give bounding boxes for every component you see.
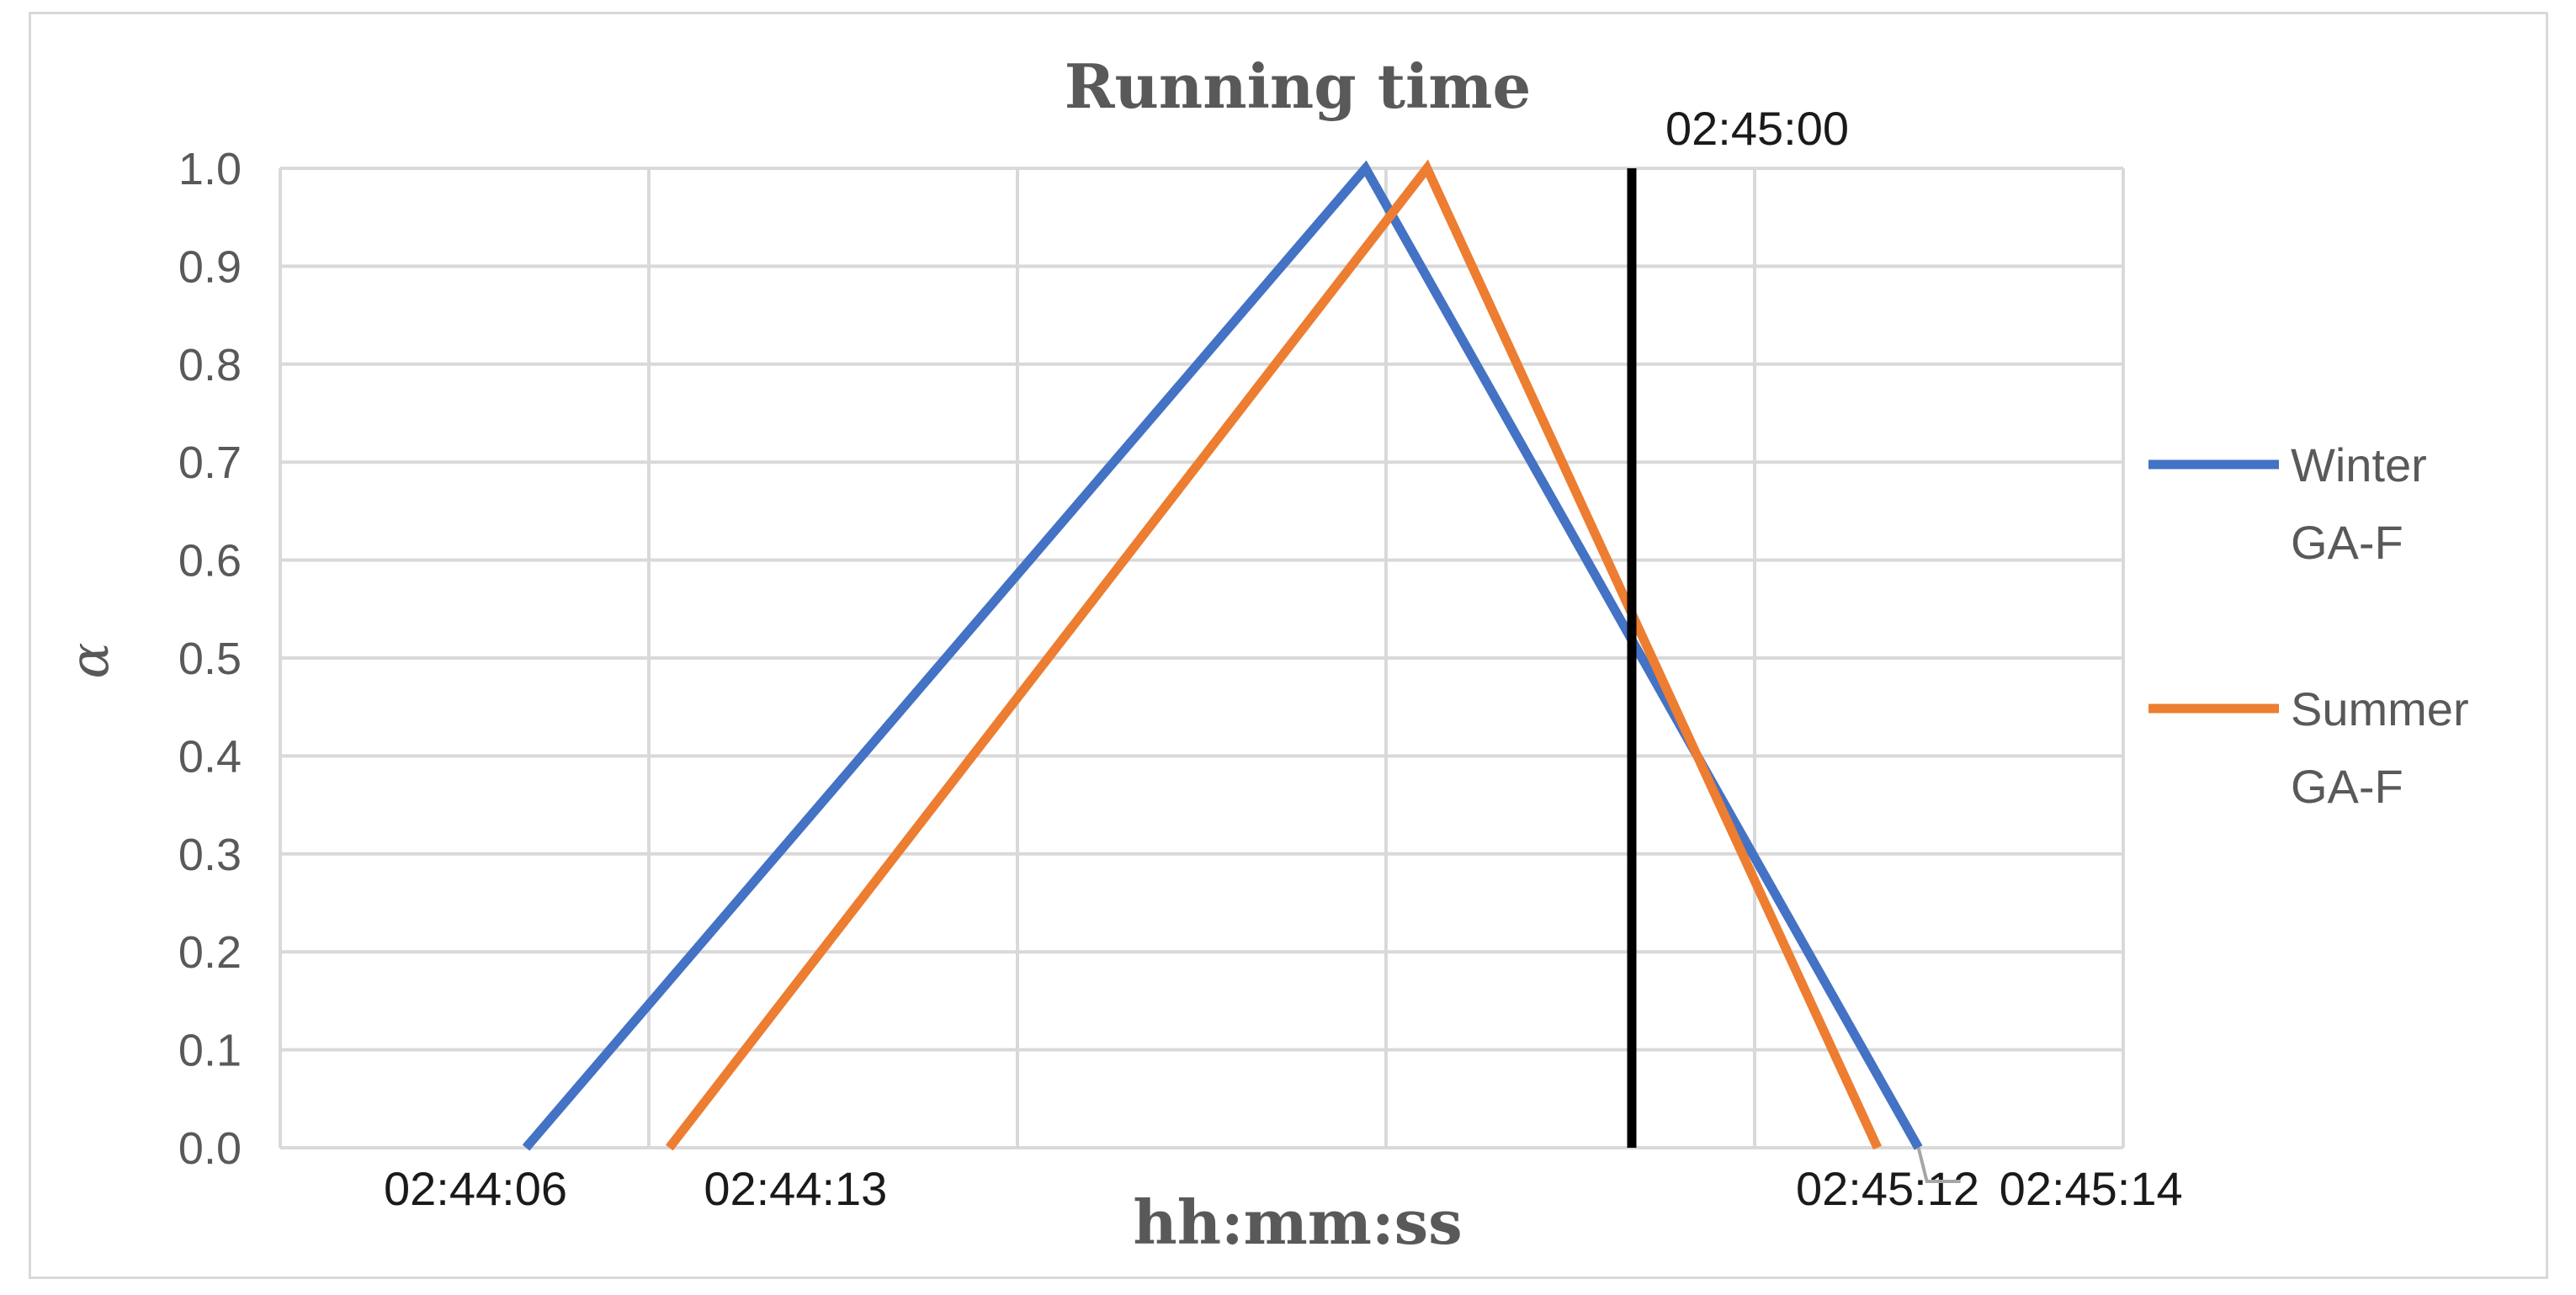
legend-label: Summer bbox=[2291, 682, 2469, 735]
reference-line-label: 02:45:00 bbox=[1665, 102, 1849, 155]
series-line-summer bbox=[665, 159, 1882, 1151]
y-tick-labels: 0.0 0.1 0.2 0.3 0.4 0.5 0.6 0.7 0.8 0.9 1.0 bbox=[178, 144, 242, 1174]
chart-title: Running time bbox=[1065, 50, 1532, 122]
endpoint-label: 02:44:06 bbox=[384, 1162, 567, 1215]
y-tick-label: 0.5 bbox=[178, 634, 242, 684]
y-tick-label: 0.0 bbox=[178, 1123, 242, 1174]
legend: Winter GA-F Summer GA-F bbox=[2148, 438, 2469, 813]
endpoint-label: 02:44:13 bbox=[704, 1162, 887, 1215]
y-tick-label: 0.3 bbox=[178, 830, 242, 880]
endpoint-label: 02:45:14 bbox=[2000, 1162, 2183, 1215]
chart-frame bbox=[29, 12, 2548, 1279]
y-tick-label: 0.6 bbox=[178, 536, 242, 586]
legend-label: Winter bbox=[2291, 438, 2427, 491]
y-tick-label: 0.2 bbox=[178, 927, 242, 978]
y-tick-label: 0.4 bbox=[178, 731, 242, 782]
series-line-winter bbox=[522, 160, 1923, 1151]
series-lines bbox=[522, 159, 1923, 1151]
endpoint-label: 02:45:12 bbox=[1796, 1162, 1979, 1215]
y-tick-label: 0.1 bbox=[178, 1026, 242, 1076]
y-tick-label: 0.7 bbox=[178, 438, 242, 488]
y-tick-label: 1.0 bbox=[178, 144, 242, 194]
y-tick-label: 0.9 bbox=[178, 241, 242, 292]
y-axis-label: α bbox=[59, 642, 121, 678]
legend-label: GA-F bbox=[2291, 760, 2403, 813]
reference-line-group: 02:45:00 bbox=[1627, 102, 1849, 1148]
x-axis-label: hh:mm:ss bbox=[1133, 1186, 1462, 1258]
legend-label: GA-F bbox=[2291, 516, 2403, 569]
annotations: 02:44:06 02:44:13 02:45:12 02:45:14 bbox=[384, 1147, 2183, 1215]
grid bbox=[279, 167, 2125, 1149]
y-tick-label: 0.8 bbox=[178, 340, 242, 390]
leader-line bbox=[1916, 1147, 1961, 1183]
